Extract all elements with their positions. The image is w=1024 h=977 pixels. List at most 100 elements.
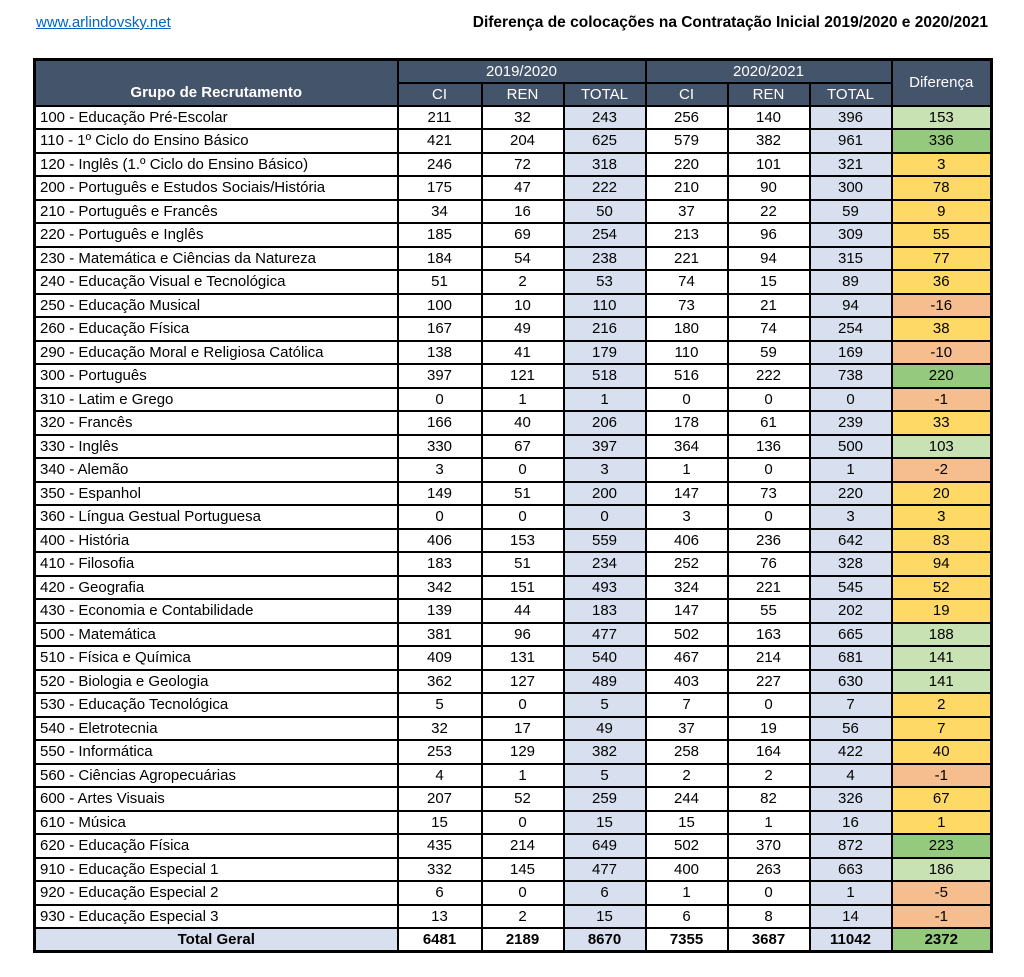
ren-2019-value: 0 [480, 457, 565, 483]
total-2020-value: 16 [808, 809, 893, 835]
ren-2020-value: 3687 [726, 927, 811, 952]
row-label: 520 - Biologia e Geologia [33, 668, 399, 694]
row-label: 330 - Inglês [33, 433, 399, 459]
ci-header-2020: CI [644, 81, 729, 107]
ci-2019-value: 13 [396, 903, 483, 929]
ren-2019-value: 204 [480, 128, 565, 154]
diff-value: 38 [890, 316, 993, 342]
diff-value: 153 [890, 104, 993, 130]
diff-value: -10 [890, 339, 993, 365]
row-label: 510 - Física e Química [33, 645, 399, 671]
ci-2019-value: 0 [396, 504, 483, 530]
total-2019-value: 238 [562, 245, 647, 271]
row-label: 410 - Filosofia [33, 551, 399, 577]
ci-2020-value: 244 [644, 786, 729, 812]
total-2020-value: 738 [808, 363, 893, 389]
total-2020-value: 630 [808, 668, 893, 694]
ren-2019-value: 1 [480, 386, 565, 412]
ci-2020-value: 324 [644, 574, 729, 600]
total-2019-value: 234 [562, 551, 647, 577]
row-label: 500 - Matemática [33, 621, 399, 647]
page-title: Diferença de colocações na Contratação I… [472, 14, 988, 31]
total-2019-value: 200 [562, 480, 647, 506]
ci-2019-value: 5 [396, 692, 483, 718]
ren-2019-value: 49 [480, 316, 565, 342]
diff-value: 19 [890, 598, 993, 624]
ren-2019-value: 0 [480, 809, 565, 835]
table-row: Total Geral 6481 2189 8670 7355 3687 11042 2372 [33, 927, 993, 952]
table-row: 550 - Informática 253 129 382 258 164 422 40 [33, 739, 993, 765]
total-2020-value: 1 [808, 880, 893, 906]
ci-2019-value: 15 [396, 809, 483, 835]
ren-2020-value: 0 [726, 504, 811, 530]
ren-2020-value: 382 [726, 128, 811, 154]
ren-2020-value: 59 [726, 339, 811, 365]
table-row: 350 - Espanhol 149 51 200 147 73 220 20 [33, 480, 993, 506]
total-header-2020: TOTAL [808, 81, 893, 107]
row-label: 110 - 1º Ciclo do Ensino Básico [33, 128, 399, 154]
table-row: 100 - Educação Pré-Escolar 211 32 243 256 140… [33, 104, 993, 130]
ren-2019-value: 121 [480, 363, 565, 389]
total-2020-value: 56 [808, 715, 893, 741]
ci-2020-value: 147 [644, 598, 729, 624]
ren-2020-value: 21 [726, 292, 811, 318]
total-2019-value: 254 [562, 222, 647, 248]
diff-value: 141 [890, 645, 993, 671]
table-row: 530 - Educação Tecnológica 5 0 5 7 0 7 2 [33, 692, 993, 718]
total-2019-value: 477 [562, 856, 647, 882]
table-row: 510 - Física e Química 409 131 540 467 214 681… [33, 645, 993, 671]
total-2019-value: 53 [562, 269, 647, 295]
table-row: 330 - Inglês 330 67 397 364 136 500 103 [33, 433, 993, 459]
row-label: Total Geral [33, 927, 399, 952]
total-2020-value: 681 [808, 645, 893, 671]
total-2019-value: 1 [562, 386, 647, 412]
row-label: 400 - História [33, 527, 399, 553]
total-2019-value: 382 [562, 739, 647, 765]
site-link[interactable]: www.arlindovsky.net [36, 14, 171, 31]
diff-value: 20 [890, 480, 993, 506]
ren-2020-value: 236 [726, 527, 811, 553]
diff-value: 3 [890, 151, 993, 177]
ren-2019-value: 69 [480, 222, 565, 248]
ren-2019-value: 0 [480, 504, 565, 530]
row-label: 230 - Matemática e Ciências da Natureza [33, 245, 399, 271]
ren-2019-value: 1 [480, 762, 565, 788]
total-2020-value: 59 [808, 198, 893, 224]
ci-2019-value: 184 [396, 245, 483, 271]
row-label: 540 - Eletrotecnia [33, 715, 399, 741]
table-row: 120 - Inglês (1.º Ciclo do Ensino Básico… [33, 151, 993, 177]
year2-header: 2020/2021 [644, 58, 893, 84]
total-2020-value: 3 [808, 504, 893, 530]
total-2019-value: 50 [562, 198, 647, 224]
ci-2020-value: 1 [644, 880, 729, 906]
ren-2020-value: 136 [726, 433, 811, 459]
row-label: 320 - Francês [33, 410, 399, 436]
ren-2020-value: 90 [726, 175, 811, 201]
row-label: 360 - Língua Gestual Portuguesa [33, 504, 399, 530]
total-2019-value: 15 [562, 903, 647, 929]
ren-2019-value: 127 [480, 668, 565, 694]
row-label: 100 - Educação Pré-Escolar [33, 104, 399, 130]
row-label: 530 - Educação Tecnológica [33, 692, 399, 718]
group-header: Grupo de Recrutamento [33, 58, 399, 107]
ren-header-2020: REN [726, 81, 811, 107]
ren-2020-value: 222 [726, 363, 811, 389]
row-label: 560 - Ciências Agropecuárias [33, 762, 399, 788]
ci-2020-value: 147 [644, 480, 729, 506]
total-2019-value: 540 [562, 645, 647, 671]
diff-value: 40 [890, 739, 993, 765]
ci-2019-value: 332 [396, 856, 483, 882]
table-row: 520 - Biologia e Geologia 362 127 489 403 227… [33, 668, 993, 694]
row-label: 610 - Música [33, 809, 399, 835]
ci-2020-value: 256 [644, 104, 729, 130]
diff-value: 94 [890, 551, 993, 577]
table-row: 560 - Ciências Agropecuárias 4 1 5 2 2 4 -1 [33, 762, 993, 788]
ci-2019-value: 167 [396, 316, 483, 342]
row-label: 220 - Português e Inglês [33, 222, 399, 248]
total-2019-value: 110 [562, 292, 647, 318]
ci-2019-value: 409 [396, 645, 483, 671]
table-row: 910 - Educação Especial 1 332 145 477 400 263… [33, 856, 993, 882]
ren-2020-value: 1 [726, 809, 811, 835]
ci-2020-value: 502 [644, 621, 729, 647]
ci-2020-value: 364 [644, 433, 729, 459]
